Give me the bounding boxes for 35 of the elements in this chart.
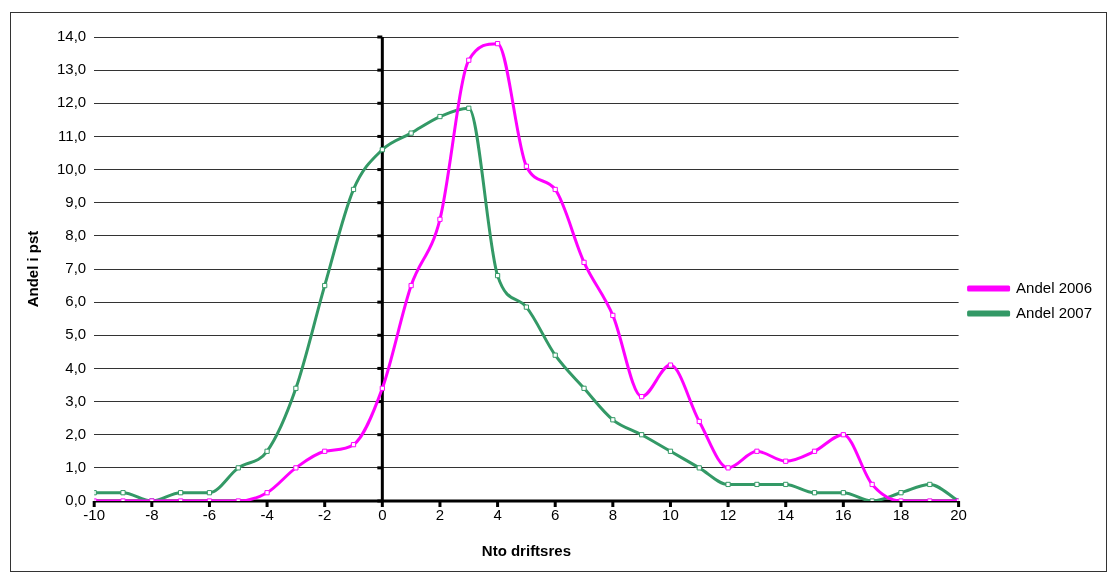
x-tick-label: 18 xyxy=(892,506,910,524)
y-tick-label: 7,0 xyxy=(65,259,87,277)
x-tick-label: 0 xyxy=(378,506,387,524)
x-tick-label: 2 xyxy=(435,506,445,524)
y-tick-label: 0,0 xyxy=(65,491,87,509)
x-tick-label: 8 xyxy=(608,506,618,524)
x-tick-label: -6 xyxy=(202,506,217,524)
x-axis-title: Nto driftsres xyxy=(481,542,571,560)
x-tick-label: 20 xyxy=(950,506,967,524)
legend-label: Andel 2007 xyxy=(1016,303,1093,321)
y-tick-label: 8,0 xyxy=(65,226,87,243)
y-tick-label: 1,0 xyxy=(65,458,87,475)
y-tick-label: 4,0 xyxy=(65,358,87,376)
y-tick-label: 10,0 xyxy=(56,159,87,177)
y-axis-title: Andel i pst xyxy=(24,230,42,308)
y-tick-label: 14,0 xyxy=(56,27,87,45)
x-tick-label: 10 xyxy=(662,506,679,524)
x-tick-label: 4 xyxy=(493,506,502,524)
legend-label: Andel 2006 xyxy=(1016,278,1093,296)
x-tick-label: -8 xyxy=(145,506,159,524)
y-tick-label: 2,0 xyxy=(65,424,87,442)
y-tick-label: 6,0 xyxy=(65,292,87,310)
x-tick-label: 16 xyxy=(835,506,852,524)
y-tick-label: 3,0 xyxy=(65,391,87,409)
y-tick-label: 12,0 xyxy=(56,93,87,111)
x-tick-label: 14 xyxy=(777,506,795,524)
x-tick-label: -4 xyxy=(260,506,274,524)
x-tick-label: -10 xyxy=(83,506,106,524)
y-tick-label: 11,0 xyxy=(58,126,87,144)
y-tick-label: 13,0 xyxy=(56,60,87,78)
y-tick-label: 9,0 xyxy=(65,192,87,210)
x-tick-label: 12 xyxy=(719,506,737,524)
y-tick-label: 5,0 xyxy=(65,325,87,343)
x-tick-label: 6 xyxy=(551,506,560,524)
x-tick-label: -2 xyxy=(318,506,332,524)
